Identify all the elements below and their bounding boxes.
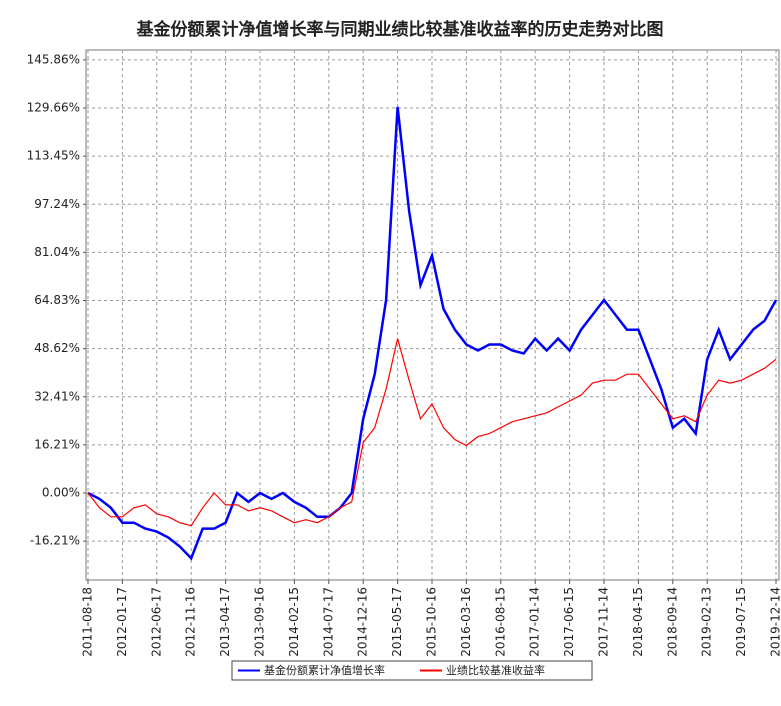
x-tick-label: 2014-02-15 xyxy=(287,587,301,657)
x-tick-label: 2015-05-17 xyxy=(390,587,404,657)
legend-box xyxy=(231,660,593,681)
x-tick-label: 2012-01-17 xyxy=(115,587,129,657)
x-tick-label: 2018-09-14 xyxy=(665,587,679,657)
x-tick-label: 2018-04-15 xyxy=(631,587,645,657)
y-tick-label: -16.21% xyxy=(30,534,80,548)
x-tick-label: 2017-01-14 xyxy=(528,587,542,657)
y-tick-label: 97.24% xyxy=(34,197,80,211)
x-tick-label: 2016-08-15 xyxy=(493,587,507,657)
x-tick-label: 2011-08-18 xyxy=(81,587,95,657)
y-tick-label: 145.86% xyxy=(27,52,80,66)
y-tick-label: 0.00% xyxy=(42,486,80,500)
legend-label: 基金份额累计净值增长率 xyxy=(264,663,385,677)
x-tick-label: 2019-07-15 xyxy=(734,587,748,657)
series-line xyxy=(87,106,778,561)
x-tick-label: 2013-09-16 xyxy=(253,587,267,657)
legend-label: 业绩比较基准收益率 xyxy=(446,663,545,677)
x-tick-label: 2012-06-17 xyxy=(149,587,163,657)
y-tick-label: 64.83% xyxy=(34,293,80,307)
x-tick-label: 2012-11-16 xyxy=(184,587,198,657)
series-line xyxy=(87,338,777,527)
x-tick-label: 2013-04-17 xyxy=(218,587,232,657)
y-tick-label: 16.21% xyxy=(34,437,80,451)
x-tick-label: 2014-07-17 xyxy=(321,587,335,657)
y-tick-label: 129.66% xyxy=(27,101,80,115)
y-tick-label: 32.41% xyxy=(34,389,80,403)
x-tick-label: 2015-10-16 xyxy=(425,587,439,657)
x-tick-label: 2017-06-15 xyxy=(562,587,576,657)
chart-title: 基金份额累计净值增长率与同期业绩比较基准收益率的历史走势对比图 xyxy=(136,19,664,40)
y-tick-label: 48.62% xyxy=(34,341,80,355)
x-tick-label: 2014-12-16 xyxy=(356,587,370,657)
x-tick-label: 2017-11-14 xyxy=(597,587,611,657)
x-tick-label: 2019-02-13 xyxy=(700,587,714,657)
x-tick-label: 2019-12-14 xyxy=(769,587,781,657)
x-tick-label: 2016-03-16 xyxy=(459,587,473,657)
y-tick-label: 113.45% xyxy=(27,149,80,163)
y-tick-label: 81.04% xyxy=(34,245,80,259)
